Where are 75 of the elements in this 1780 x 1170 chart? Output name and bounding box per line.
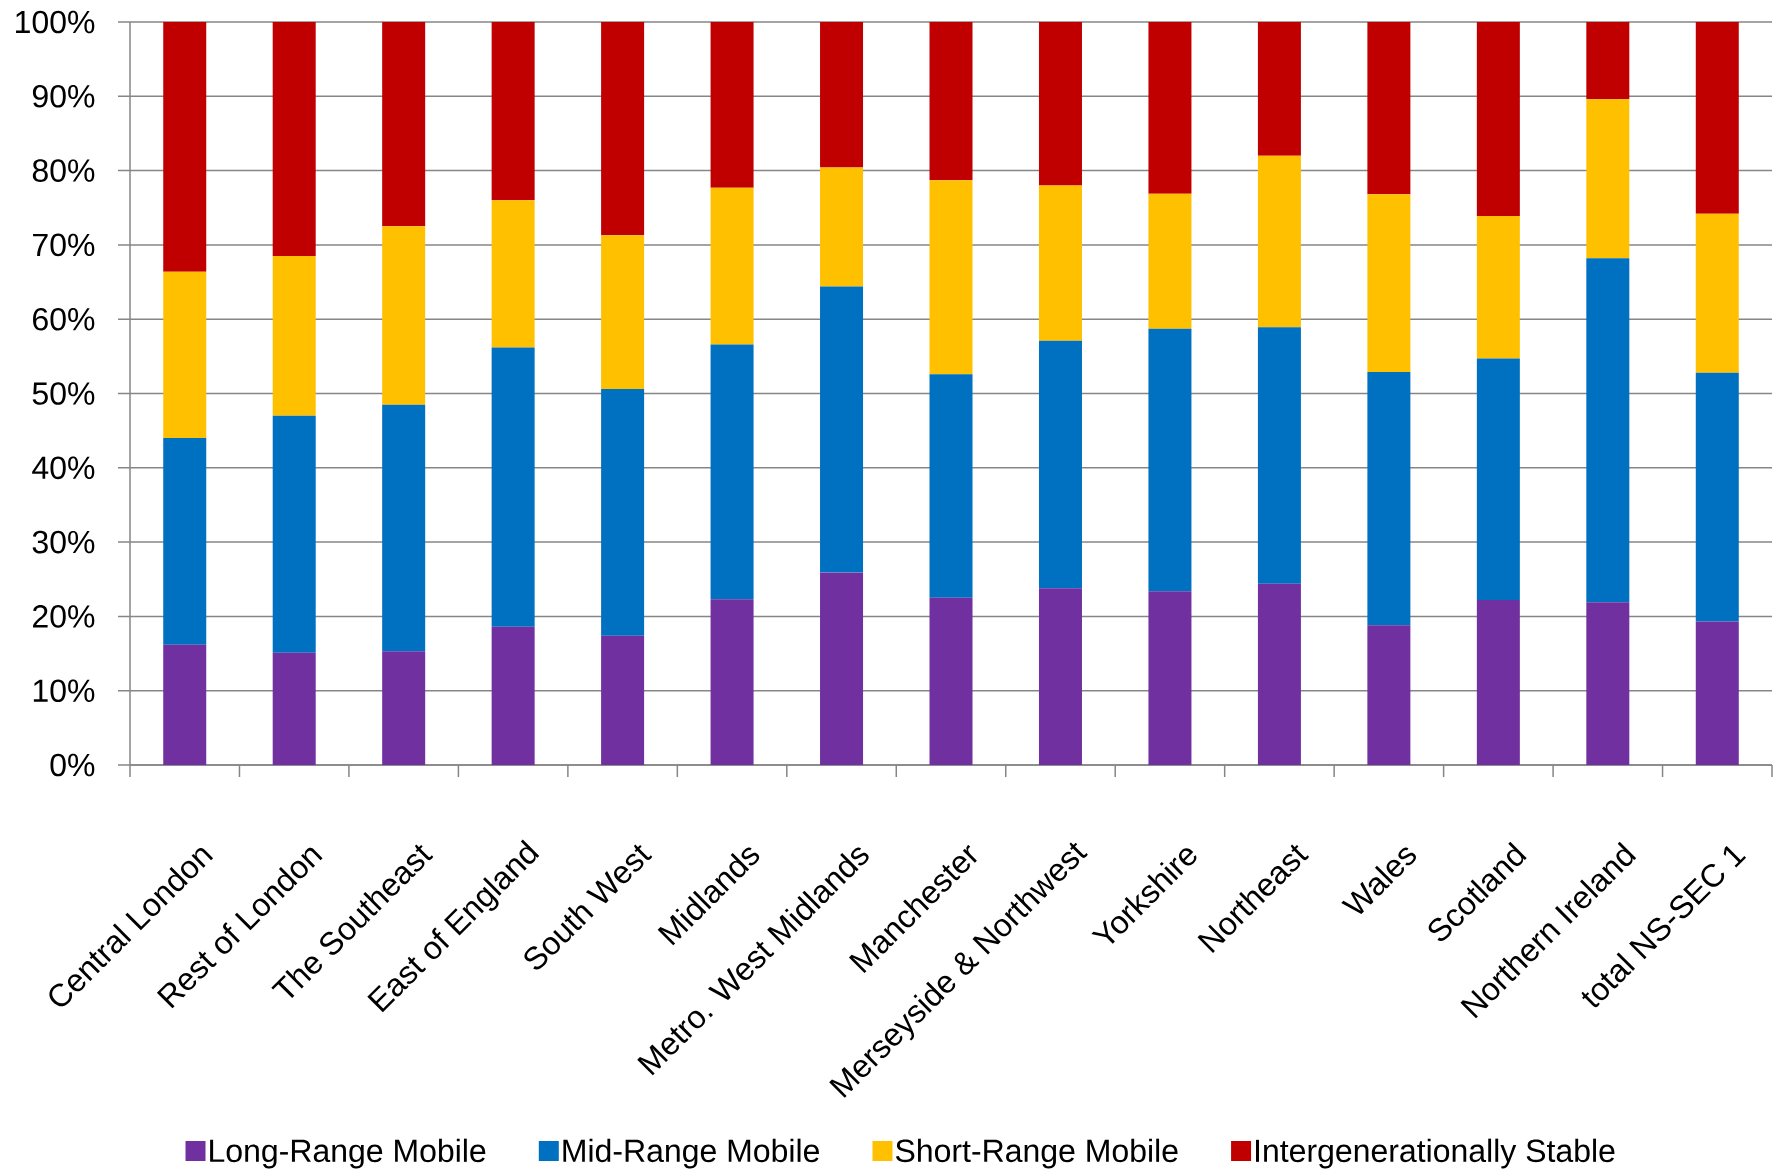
y-tick-label: 10%: [33, 679, 95, 703]
bar: [1367, 625, 1411, 765]
bar: [272, 256, 316, 416]
y-tick-label: 70%: [33, 233, 95, 257]
bar: [1148, 591, 1192, 765]
legend-label: Intergenerationally Stable: [1256, 1138, 1615, 1169]
bar: [382, 21, 426, 227]
bar: [1367, 21, 1411, 195]
bar: [382, 651, 426, 765]
bar: [820, 572, 864, 765]
y-tick-label: 40%: [32, 456, 95, 480]
bar: [1476, 358, 1520, 601]
bar: [1148, 193, 1192, 329]
bar: [163, 438, 207, 645]
bar: [272, 652, 316, 765]
bar: [1695, 213, 1739, 373]
bar: [710, 599, 754, 765]
bar: [1476, 600, 1520, 765]
bar: [491, 21, 535, 201]
bar: [1257, 21, 1301, 156]
bar: [710, 344, 754, 600]
bar: [929, 21, 973, 181]
bar: [1367, 371, 1411, 626]
bar: [1257, 155, 1301, 328]
bar: [382, 404, 426, 652]
bar: [929, 180, 973, 375]
bar: [710, 21, 754, 188]
bar: [1695, 621, 1739, 765]
bar: [601, 235, 645, 390]
bar: [1038, 340, 1082, 589]
bar: [163, 271, 207, 439]
bar: [163, 644, 207, 765]
bar: [1367, 194, 1411, 372]
y-tick-label: 20%: [33, 605, 95, 628]
bar: [820, 167, 864, 287]
bar: [1257, 583, 1301, 765]
bar: [601, 389, 645, 636]
bar: [1695, 372, 1739, 622]
bar: [1257, 327, 1301, 584]
y-tick-label: 90%: [32, 84, 95, 108]
bar: [601, 635, 645, 765]
bar: [1038, 588, 1082, 765]
bar: [820, 286, 864, 573]
bar: [929, 597, 973, 765]
legend-label: Short-Range Mobile: [895, 1138, 1178, 1169]
bar: [272, 21, 316, 257]
bar: [1038, 185, 1082, 341]
bar: [820, 21, 864, 168]
y-tick-label: 50%: [32, 382, 95, 405]
y-tick-label: 30%: [32, 530, 95, 554]
bar: [1586, 258, 1630, 603]
bar: [601, 21, 645, 236]
bar: [1586, 99, 1630, 259]
y-tick-label: 0%: [50, 753, 95, 777]
legend-label: Mid-Range Mobile: [563, 1138, 819, 1169]
bar: [1476, 215, 1520, 359]
bar: [382, 226, 426, 405]
y-tick-label: 100%: [16, 10, 95, 34]
y-tick-label: 80%: [32, 159, 95, 182]
bar: [1586, 21, 1630, 100]
bar: [710, 187, 754, 345]
bar: [491, 626, 535, 765]
bar: [1695, 21, 1739, 214]
legend-label: Long-Range Mobile: [210, 1138, 486, 1169]
bar: [1476, 21, 1520, 216]
bar: [1148, 21, 1192, 194]
bar: [272, 415, 316, 653]
bar: [929, 374, 973, 598]
bar: [491, 200, 535, 348]
bar: [1038, 21, 1082, 186]
bar: [491, 347, 535, 627]
bar: [1148, 328, 1192, 592]
bar: [1586, 602, 1630, 765]
bar: [163, 21, 207, 272]
y-tick-label: 60%: [33, 307, 95, 331]
